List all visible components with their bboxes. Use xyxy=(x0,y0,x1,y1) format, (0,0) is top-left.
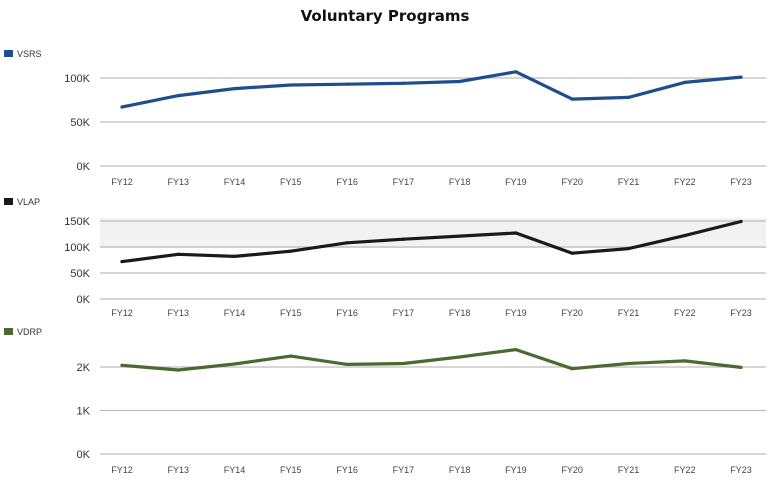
x-tick-label: FY18 xyxy=(449,308,471,318)
x-tick-label: FY14 xyxy=(224,308,246,318)
x-tick-label: FY15 xyxy=(280,465,302,475)
legend-swatch xyxy=(4,328,13,335)
x-tick-label: FY12 xyxy=(111,465,133,475)
x-tick-label: FY23 xyxy=(730,465,752,475)
y-tick-label: 150K xyxy=(64,216,90,228)
data-point xyxy=(289,249,293,253)
data-point xyxy=(289,83,293,87)
data-point xyxy=(176,94,180,98)
data-point xyxy=(458,355,462,359)
data-point xyxy=(176,252,180,256)
series-line-vsrs xyxy=(120,70,743,109)
x-tick-label: FY21 xyxy=(618,308,640,318)
x-tick-label: FY13 xyxy=(168,465,190,475)
y-tick-label: 1K xyxy=(77,406,91,418)
x-tick-label: FY15 xyxy=(280,177,302,187)
x-tick-label: FY12 xyxy=(111,177,133,187)
data-point xyxy=(232,86,237,91)
legend-swatch xyxy=(4,198,13,205)
x-tick-label: FY18 xyxy=(449,177,471,187)
data-point xyxy=(570,367,574,371)
x-tick-label: FY17 xyxy=(393,465,415,475)
y-tick-label: 2K xyxy=(77,362,91,374)
data-point xyxy=(683,233,687,238)
x-tick-label: FY22 xyxy=(674,465,696,475)
data-point xyxy=(458,234,462,238)
x-tick-label: FY20 xyxy=(561,465,583,475)
chart-panels: VSRS 0K 50K 100K FY12 FY13 FY14 FY15 FY16 FY17 FY1… xyxy=(4,49,766,475)
x-tick-label: FY13 xyxy=(168,177,190,187)
x-tick-label: FY19 xyxy=(505,308,527,318)
x-tick-label: FY13 xyxy=(168,308,190,318)
x-tick-label: FY23 xyxy=(730,308,752,318)
data-point xyxy=(626,361,631,366)
y-tick-label: 100K xyxy=(64,242,90,254)
y-tick-label: 50K xyxy=(70,268,90,280)
x-tick-label: FY21 xyxy=(618,177,640,187)
x-tick-label: FY22 xyxy=(674,308,696,318)
data-point xyxy=(739,75,743,79)
data-point xyxy=(514,70,518,74)
data-point xyxy=(401,237,405,241)
x-tick-label: FY14 xyxy=(224,465,246,475)
y-tick-label: 0K xyxy=(77,294,91,306)
x-tick-label: FY12 xyxy=(111,308,133,318)
legend-label: VLAP xyxy=(17,197,40,207)
x-tick-label: FY20 xyxy=(561,177,583,187)
data-point xyxy=(514,348,518,352)
y-tick-label: 0K xyxy=(77,449,91,461)
data-point xyxy=(345,241,349,245)
legend-label: VSRS xyxy=(17,49,42,59)
data-point xyxy=(401,361,405,366)
panel-vsrs: VSRS 0K 50K 100K FY12 FY13 FY14 FY15 FY16 FY17 FY1… xyxy=(4,49,766,187)
x-tick-label: FY15 xyxy=(280,308,302,318)
x-tick-label: FY23 xyxy=(730,177,752,187)
data-point xyxy=(626,95,631,99)
y-tick-label: 0K xyxy=(77,161,91,173)
data-point xyxy=(176,368,180,372)
legend-label: VDRP xyxy=(17,327,42,337)
x-tick-label: FY14 xyxy=(224,177,246,187)
data-point xyxy=(120,363,124,367)
x-tick-label: FY19 xyxy=(505,465,527,475)
data-point xyxy=(514,231,518,235)
y-tick-label: 100K xyxy=(64,73,90,85)
x-tick-label: FY21 xyxy=(618,465,640,475)
x-tick-label: FY19 xyxy=(505,177,527,187)
data-point xyxy=(739,219,743,224)
x-tick-label: FY22 xyxy=(674,177,696,187)
panel-band xyxy=(100,218,766,248)
data-point xyxy=(120,259,124,264)
data-point xyxy=(289,354,293,358)
data-point xyxy=(683,80,687,84)
data-point xyxy=(345,362,349,366)
data-point xyxy=(683,359,687,363)
data-point xyxy=(626,246,631,251)
data-point xyxy=(120,105,124,109)
x-tick-label: FY16 xyxy=(336,177,358,187)
x-tick-label: FY17 xyxy=(393,177,415,187)
data-point xyxy=(345,82,349,86)
data-point xyxy=(570,97,574,101)
x-tick-label: FY16 xyxy=(336,465,358,475)
data-point xyxy=(401,81,405,85)
x-tick-label: FY17 xyxy=(393,308,415,318)
x-tick-label: FY16 xyxy=(336,308,358,318)
data-point xyxy=(570,251,574,255)
data-point xyxy=(232,254,237,258)
data-point xyxy=(739,365,743,370)
panel-vlap: VLAP 0K 50K 100K 150K FY12 FY13 FY14 FY15 FY16 FY1… xyxy=(4,197,766,318)
y-tick-label: 50K xyxy=(70,117,90,129)
data-point xyxy=(458,79,462,84)
chart-title: Voluntary Programs xyxy=(301,7,470,25)
x-tick-label: FY18 xyxy=(449,465,471,475)
series-line-vdrp xyxy=(120,348,743,372)
legend-swatch xyxy=(4,50,13,57)
x-tick-label: FY20 xyxy=(561,308,583,318)
panel-vdrp: VDRP 0K 1K 2K FY12 FY13 FY14 FY15 FY16 FY17 FY18 FY… xyxy=(4,327,766,475)
data-point xyxy=(232,362,237,366)
series-line-vlap xyxy=(120,219,743,264)
